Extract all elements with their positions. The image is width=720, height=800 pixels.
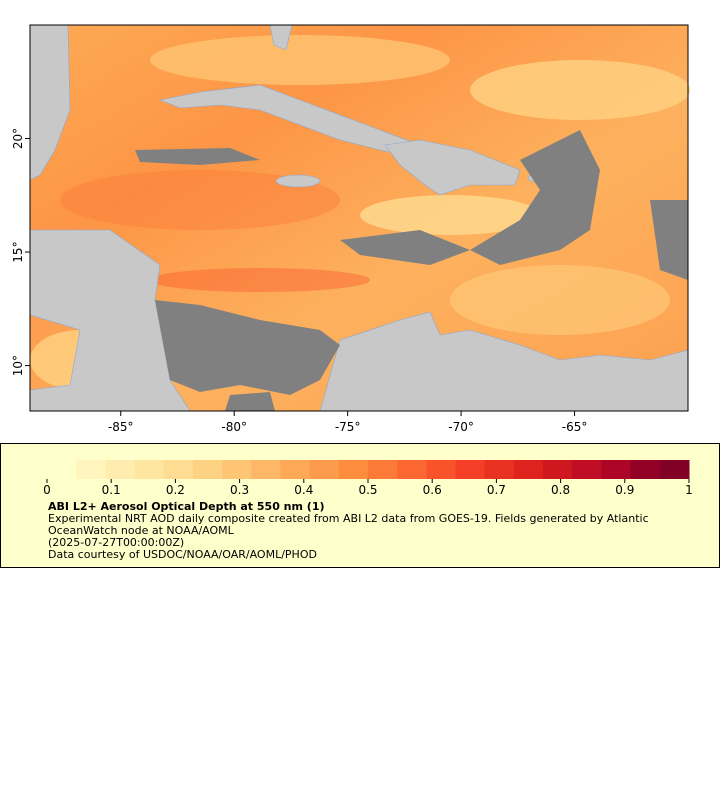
colorbar-swatch: [572, 460, 602, 479]
colorbar-tick-label: 0.5: [358, 483, 377, 497]
colorbar-swatch: [659, 460, 690, 479]
colorbar-tick-label: 0.4: [294, 483, 313, 497]
x-tick-label: -85°: [108, 420, 134, 434]
colorbar-swatch: [192, 460, 223, 479]
colorbar-swatch: [309, 460, 340, 479]
y-tick-label: 20°: [11, 128, 25, 149]
x-tick-label: -70°: [448, 420, 474, 434]
colorbar-tick-label: 0: [43, 483, 51, 497]
colorbar-swatch: [513, 460, 544, 479]
colorbar-tick-label: 0.1: [102, 483, 121, 497]
colorbar-tick-label: 0.3: [230, 483, 249, 497]
title: ABI L2+ Aerosol Optical Depth at 550 nm …: [48, 500, 325, 513]
colorbar-swatch: [47, 460, 77, 479]
map-frame: [29, 24, 689, 412]
info: ABI L2+ Aerosol Optical Depth at 550 nm …: [48, 501, 698, 561]
colorbar-swatch: [543, 460, 573, 479]
colorbar-swatch: [426, 460, 457, 479]
colorbar-swatch: [76, 460, 106, 479]
colorbar: 0 0.1 0.2 0.3 0.4 0.5 0.6 0.7 0.8 0.9 1: [43, 460, 693, 497]
y-tick-label: 10°: [11, 355, 25, 376]
time: (2025-07-27T00:00:00Z): [48, 536, 185, 549]
y-tick-label: 15°: [11, 241, 25, 262]
colorbar-swatch: [397, 460, 427, 479]
credit: Data courtesy of USDOC/NOAA/OAR/AOML/PHO…: [48, 548, 317, 561]
colorbar-swatch: [630, 460, 661, 479]
colorbar-swatch: [484, 460, 515, 479]
colorbar-swatch: [105, 460, 136, 479]
colorbar-swatch: [455, 460, 486, 479]
colorbar-swatch: [601, 460, 632, 479]
colorbar-tick-label: 0.8: [551, 483, 570, 497]
colorbar-swatch: [163, 460, 194, 479]
x-tick-label: -65°: [562, 420, 588, 434]
colorbar-swatch: [222, 460, 252, 479]
description: Experimental NRT AOD daily composite cre…: [48, 512, 649, 537]
colorbar-tick-label: 0.9: [615, 483, 634, 497]
map: -85° -80° -75° -70° -65° 10° 15° 20°: [11, 24, 690, 434]
x-tick-label: -80°: [221, 420, 247, 434]
colorbar-tick-label: 1: [685, 483, 693, 497]
colorbar-tick-label: 0.2: [166, 483, 185, 497]
colorbar-swatch: [134, 460, 165, 479]
colorbar-swatch: [280, 460, 311, 479]
x-tick-label: -75°: [335, 420, 361, 434]
clouds: [135, 130, 688, 411]
colorbar-swatch: [338, 460, 369, 479]
colorbar-swatch: [368, 460, 398, 479]
colorbar-swatch: [251, 460, 281, 479]
colorbar-tick-label: 0.6: [423, 483, 442, 497]
legend: 0 0.1 0.2 0.3 0.4 0.5 0.6 0.7 0.8 0.9 1 ABI L2+ Ae…: [0, 443, 720, 568]
colorbar-tick-label: 0.7: [487, 483, 506, 497]
